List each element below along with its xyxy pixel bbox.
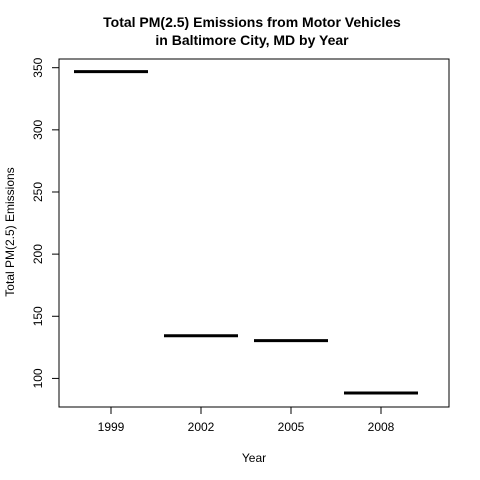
x-tick-label: 2005 bbox=[278, 420, 305, 434]
y-axis-title: Total PM(2.5) Emissions bbox=[3, 167, 17, 296]
y-tick-label: 300 bbox=[31, 120, 45, 140]
y-tick-label: 100 bbox=[31, 368, 45, 388]
x-axis-title: Year bbox=[242, 451, 266, 465]
y-tick-label: 200 bbox=[31, 244, 45, 264]
chart-title-line-2: in Baltimore City, MD by Year bbox=[155, 32, 349, 48]
plot-frame bbox=[58, 58, 450, 408]
x-axis: 1999 2002 2005 2008 bbox=[98, 406, 395, 434]
y-axis: 100 150 200 250 300 350 bbox=[31, 57, 60, 388]
y-tick-label: 150 bbox=[31, 306, 45, 326]
x-tick-label: 2008 bbox=[368, 420, 395, 434]
x-tick-label: 2002 bbox=[188, 420, 215, 434]
data-marks bbox=[74, 70, 418, 395]
chart-title-line-1: Total PM(2.5) Emissions from Motor Vehic… bbox=[103, 14, 401, 30]
x-tick-label: 1999 bbox=[98, 420, 125, 434]
y-tick-label: 350 bbox=[31, 57, 45, 77]
y-tick-label: 250 bbox=[31, 182, 45, 202]
